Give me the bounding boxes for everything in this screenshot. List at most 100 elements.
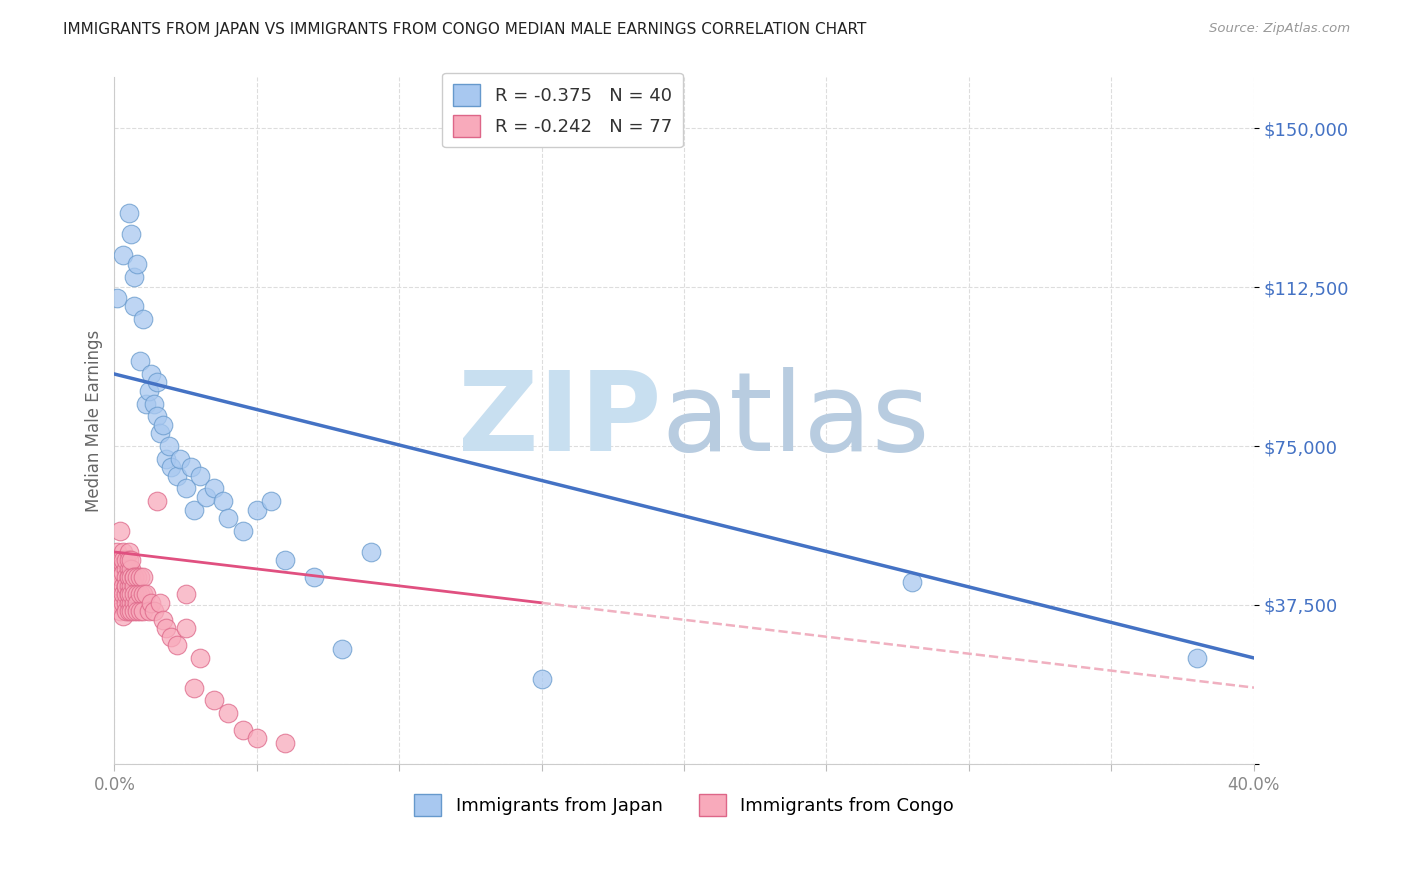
Point — [118, 553, 141, 567]
Point — [114, 570, 136, 584]
Point — [157, 439, 180, 453]
Point — [132, 604, 155, 618]
Point — [118, 570, 141, 584]
Point — [155, 451, 177, 466]
Point — [121, 562, 143, 576]
Point — [132, 312, 155, 326]
Point — [114, 604, 136, 618]
Point — [174, 482, 197, 496]
Point — [118, 587, 141, 601]
Point — [118, 545, 141, 559]
Point — [127, 596, 149, 610]
Point — [138, 604, 160, 618]
Point — [141, 596, 163, 610]
Point — [174, 621, 197, 635]
Point — [160, 630, 183, 644]
Point — [129, 587, 152, 601]
Point — [155, 621, 177, 635]
Point — [124, 299, 146, 313]
Point — [118, 579, 141, 593]
Point — [149, 596, 172, 610]
Point — [111, 248, 134, 262]
Point — [180, 460, 202, 475]
Point — [202, 482, 225, 496]
Point — [114, 596, 136, 610]
Point — [114, 587, 136, 601]
Point — [108, 579, 131, 593]
Point — [127, 570, 149, 584]
Point — [121, 553, 143, 567]
Point — [188, 651, 211, 665]
Point — [1185, 651, 1208, 665]
Point — [111, 579, 134, 593]
Point — [149, 426, 172, 441]
Point — [108, 570, 131, 584]
Point — [152, 417, 174, 432]
Point — [111, 608, 134, 623]
Point — [118, 206, 141, 220]
Point — [211, 494, 233, 508]
Point — [901, 574, 924, 589]
Point — [124, 579, 146, 593]
Point — [274, 553, 297, 567]
Point — [183, 681, 205, 695]
Point — [121, 596, 143, 610]
Text: ZIP: ZIP — [458, 368, 661, 475]
Point — [127, 257, 149, 271]
Point — [188, 468, 211, 483]
Point — [127, 604, 149, 618]
Point — [124, 269, 146, 284]
Point — [135, 587, 157, 601]
Point — [118, 596, 141, 610]
Point — [105, 596, 128, 610]
Point — [105, 566, 128, 581]
Point — [121, 604, 143, 618]
Point — [118, 587, 141, 601]
Point — [124, 604, 146, 618]
Point — [132, 570, 155, 584]
Text: atlas: atlas — [661, 368, 929, 475]
Point — [217, 706, 239, 720]
Point — [118, 604, 141, 618]
Point — [121, 570, 143, 584]
Point — [129, 570, 152, 584]
Point — [194, 490, 217, 504]
Point — [129, 354, 152, 368]
Point — [114, 579, 136, 593]
Point — [108, 596, 131, 610]
Point — [127, 587, 149, 601]
Point — [183, 502, 205, 516]
Y-axis label: Median Male Earnings: Median Male Earnings — [86, 329, 103, 512]
Point — [118, 562, 141, 576]
Point — [124, 596, 146, 610]
Point — [114, 579, 136, 593]
Text: IMMIGRANTS FROM JAPAN VS IMMIGRANTS FROM CONGO MEDIAN MALE EARNINGS CORRELATION : IMMIGRANTS FROM JAPAN VS IMMIGRANTS FROM… — [63, 22, 866, 37]
Point — [124, 570, 146, 584]
Point — [132, 587, 155, 601]
Point — [202, 693, 225, 707]
Text: Source: ZipAtlas.com: Source: ZipAtlas.com — [1209, 22, 1350, 36]
Point — [108, 553, 131, 567]
Point — [302, 570, 325, 584]
Point — [121, 579, 143, 593]
Point — [143, 397, 166, 411]
Point — [146, 376, 169, 390]
Point — [111, 566, 134, 581]
Point — [111, 545, 134, 559]
Point — [274, 736, 297, 750]
Point — [152, 613, 174, 627]
Point — [360, 545, 382, 559]
Point — [246, 502, 269, 516]
Point — [146, 494, 169, 508]
Point — [166, 638, 188, 652]
Point — [105, 545, 128, 559]
Point — [141, 367, 163, 381]
Point — [169, 451, 191, 466]
Point — [530, 672, 553, 686]
Point — [108, 524, 131, 538]
Point — [124, 587, 146, 601]
Point — [146, 409, 169, 424]
Point — [232, 524, 254, 538]
Point — [111, 553, 134, 567]
Point — [246, 731, 269, 746]
